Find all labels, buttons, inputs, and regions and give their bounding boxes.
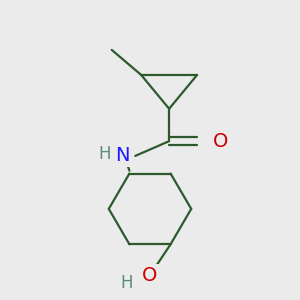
Text: O: O bbox=[142, 266, 158, 285]
Text: O: O bbox=[213, 132, 229, 151]
Text: H: H bbox=[98, 146, 111, 164]
Text: N: N bbox=[115, 146, 129, 165]
Text: H: H bbox=[120, 274, 133, 292]
